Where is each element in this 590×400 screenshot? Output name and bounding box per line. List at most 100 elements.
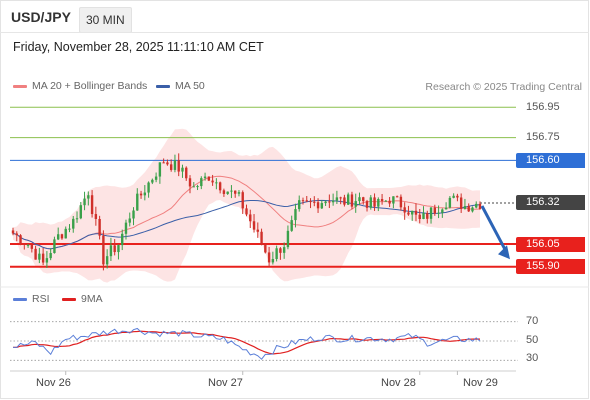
candle-body (452, 195, 455, 198)
candle-body (173, 160, 177, 170)
ma50-line (12, 199, 481, 250)
candle-body (384, 200, 388, 202)
candle-body (478, 203, 482, 209)
candle-body (467, 206, 470, 212)
candle-body (388, 200, 391, 204)
candle-body (377, 199, 380, 207)
candle-body (316, 202, 320, 209)
candle-body (437, 212, 440, 214)
candle-body (143, 192, 147, 196)
candle-body (230, 190, 233, 192)
candle-body (407, 212, 410, 215)
candle-body (53, 239, 56, 254)
candle-body (192, 186, 195, 188)
candle-body (294, 209, 297, 221)
ma50-label: MA 50 (175, 80, 205, 92)
candle-body (456, 195, 459, 198)
candle-body (147, 182, 150, 193)
candle-body (362, 197, 365, 202)
candle-body (222, 190, 226, 194)
price-label-155.90: 155.90 (516, 259, 585, 275)
candle-body (64, 228, 67, 239)
candle-body (154, 176, 158, 180)
legend-rsi: RSI (13, 293, 50, 305)
candle-body (132, 210, 135, 219)
x-tick-nov27: Nov 27 (208, 377, 243, 389)
candle-body (72, 218, 75, 229)
candle-body (392, 196, 395, 204)
timeframe-badge[interactable]: 30 MIN (79, 7, 132, 33)
candle-body (90, 195, 94, 215)
candle-body (19, 235, 22, 244)
header-divider (0, 32, 589, 33)
rsi-tick-50: 50 (526, 334, 539, 346)
price-label-156.95: 156.95 (526, 100, 560, 113)
forecast-arrowhead (498, 245, 510, 260)
source-label: Research © 2025 Trading Central (425, 81, 582, 93)
candle-body (301, 200, 305, 202)
candle-body (354, 201, 357, 207)
candle-body (41, 253, 45, 263)
candle-body (418, 214, 421, 220)
candle-body (260, 231, 263, 245)
x-tick-nov26: Nov 26 (36, 377, 71, 389)
candle-body (429, 207, 433, 219)
candle-body (459, 197, 463, 209)
candle-body (414, 210, 418, 215)
candle-body (200, 178, 203, 187)
legend-ma50: MA 50 (156, 80, 205, 92)
candle-body (471, 207, 474, 212)
candle-body (218, 182, 222, 191)
candle-body (343, 197, 346, 205)
candle-body (463, 206, 467, 209)
rsi-line (13, 327, 481, 360)
candle-body (237, 192, 241, 194)
candle-body (433, 207, 437, 214)
candle-body (87, 195, 90, 199)
candle-body (203, 176, 207, 179)
candle-body (403, 207, 406, 213)
datetime-label: Friday, November 28, 2025 11:11:10 AM CE… (13, 40, 264, 54)
candle-body (358, 197, 361, 202)
candle-body (328, 201, 331, 203)
rsi-label: RSI (32, 293, 50, 305)
candle-body (234, 190, 237, 194)
candle-body (290, 220, 293, 231)
price-label-156.32: 156.32 (516, 195, 585, 211)
legend-9ma: 9MA (62, 293, 103, 305)
candle-body (309, 201, 312, 203)
candle-body (30, 244, 34, 249)
x-tick-nov28: Nov 28 (381, 377, 416, 389)
rsi-tick-70: 70 (526, 315, 539, 327)
candle-body (185, 167, 188, 179)
candle-body (335, 197, 339, 201)
candle-body (181, 167, 184, 172)
candle-body (395, 196, 399, 198)
symbol-title: USD/JPY (11, 9, 71, 25)
candle-body (60, 234, 64, 239)
candle-body (264, 244, 267, 253)
candle-body (305, 200, 308, 202)
price-label-156.60: 156.60 (516, 152, 585, 168)
candle-body (350, 194, 354, 207)
candle-body (241, 192, 244, 209)
candle-body (169, 164, 173, 170)
candle-body (324, 201, 327, 204)
candle-body (346, 194, 350, 205)
candle-body (49, 253, 52, 259)
candle-body (369, 197, 372, 208)
candle-body (34, 248, 37, 260)
candle-body (365, 201, 369, 208)
candle-body (313, 201, 316, 203)
candle-body (139, 193, 143, 196)
candle-body (98, 218, 101, 236)
candle-body (399, 196, 403, 208)
ma50-swatch (156, 84, 170, 88)
candle-body (271, 259, 275, 263)
candle-body (102, 235, 105, 265)
ma9-label: 9MA (81, 293, 103, 305)
candle-body (282, 247, 286, 253)
candle-body (215, 182, 218, 184)
candle-body (158, 162, 162, 177)
candle-body (426, 213, 429, 219)
